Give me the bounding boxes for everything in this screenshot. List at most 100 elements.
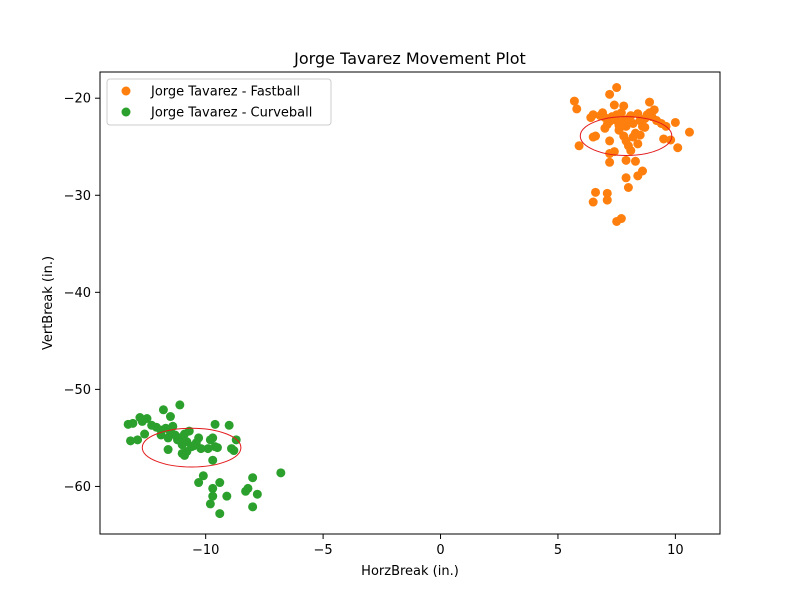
fastball-ellipse [579,116,673,156]
fastball-point [574,141,584,151]
fastball-point [633,139,643,149]
fastball-point [602,195,612,205]
fastball-point [621,173,631,183]
curveball-point [180,450,190,460]
fastball-point [602,188,612,198]
legend-label-fastball: Jorge Tavarez - Fastball [150,85,300,100]
curveball-point [215,478,225,488]
fastball-point [616,108,626,118]
x-axis: −10 −5 0 5 10 [192,534,684,558]
curveball-point [224,420,234,430]
y-axis-label: VertBreak (in.) [41,256,56,350]
fastball-point [619,101,629,111]
x-tick-label: 10 [667,543,684,558]
fastball-point [673,143,683,153]
x-tick-label: −10 [192,543,219,558]
curveball-point [248,502,258,512]
y-tick-label: −30 [64,189,91,204]
fastball-point [612,216,622,226]
fastball-point [633,109,643,119]
fastball-point [612,83,622,93]
curveball-point [189,441,199,451]
curveball-point [194,478,204,488]
curveball-point [196,444,206,454]
x-axis-label: HorzBreak (in.) [361,564,459,579]
curveball-point [168,421,178,431]
curveball-point [241,486,251,496]
x-tick-label: 5 [554,543,562,558]
curveball-point [158,405,168,415]
curveball-point [163,445,173,455]
fastball-point [640,122,650,132]
curveball-point [133,435,143,445]
points-layer [123,83,694,519]
fastball-point [605,157,615,167]
y-tick-label: −40 [64,286,91,301]
curveball-point [137,416,147,426]
y-tick-label: −20 [64,92,91,107]
fastball-point [635,130,645,140]
curveball-point [222,491,232,501]
curveball-point [208,483,218,493]
legend-frame [106,78,332,126]
curveball-point [163,433,173,443]
fastball-point [588,197,598,207]
curveball-point [210,419,220,429]
fastball-point [630,156,640,166]
curveball-point [215,509,225,519]
curveball-point [177,440,187,450]
curveball-point [184,426,194,436]
fastball-point [600,123,610,133]
fastball-point [628,118,638,128]
legend-label-curveball: Jorge Tavarez - Curveball [150,106,312,121]
legend: Jorge Tavarez - Fastball Jorge Tavarez -… [106,78,332,126]
curveball-point [208,455,218,465]
curveball-point [175,400,185,410]
y-axis: −60 −50 −40 −30 −20 [64,92,100,495]
curveball-point [276,468,286,478]
curveball-point [203,444,213,454]
chart-title: Jorge Tavarez Movement Plot [293,49,526,68]
fastball-point [621,155,631,165]
fastball-point [609,147,619,157]
fastball-point [670,117,680,127]
curveball-point [128,418,138,428]
fastball-point [626,111,636,121]
curveball-point [252,489,262,499]
x-tick-label: −5 [314,543,333,558]
fastball-point [659,134,669,144]
fastball-point [621,121,631,131]
fastball-point [588,110,598,120]
plot-area [99,71,721,535]
fastball-point [684,127,694,137]
plot-frame [99,71,721,535]
curveball-point [140,429,150,439]
curveball-point [205,499,215,509]
fastball-point [623,183,633,192]
fastball-point [645,97,655,107]
fastball-point [569,96,579,106]
fastball-point [609,100,619,110]
fastball-point [605,89,615,99]
curveball-point [194,433,204,443]
curveball-point [248,473,258,483]
curveball-ellipse [141,427,242,468]
fastball-point [633,171,643,181]
fastball-point [588,132,598,142]
curveball-point [227,444,237,454]
y-tick-label: −60 [64,480,91,495]
x-tick-label: 0 [436,543,444,558]
fastball-point [626,146,636,156]
fastball-point [572,104,582,114]
legend-marker-curveball [121,107,131,117]
curveball-point [212,443,222,453]
legend-marker-fastball [121,86,131,96]
curveball-point [208,491,218,501]
fastball-point [605,136,615,146]
curveball-point [165,412,175,422]
y-tick-label: −50 [64,383,91,398]
curveball-point [126,436,136,446]
curveball-point [208,433,218,443]
fastball-point [591,187,601,197]
